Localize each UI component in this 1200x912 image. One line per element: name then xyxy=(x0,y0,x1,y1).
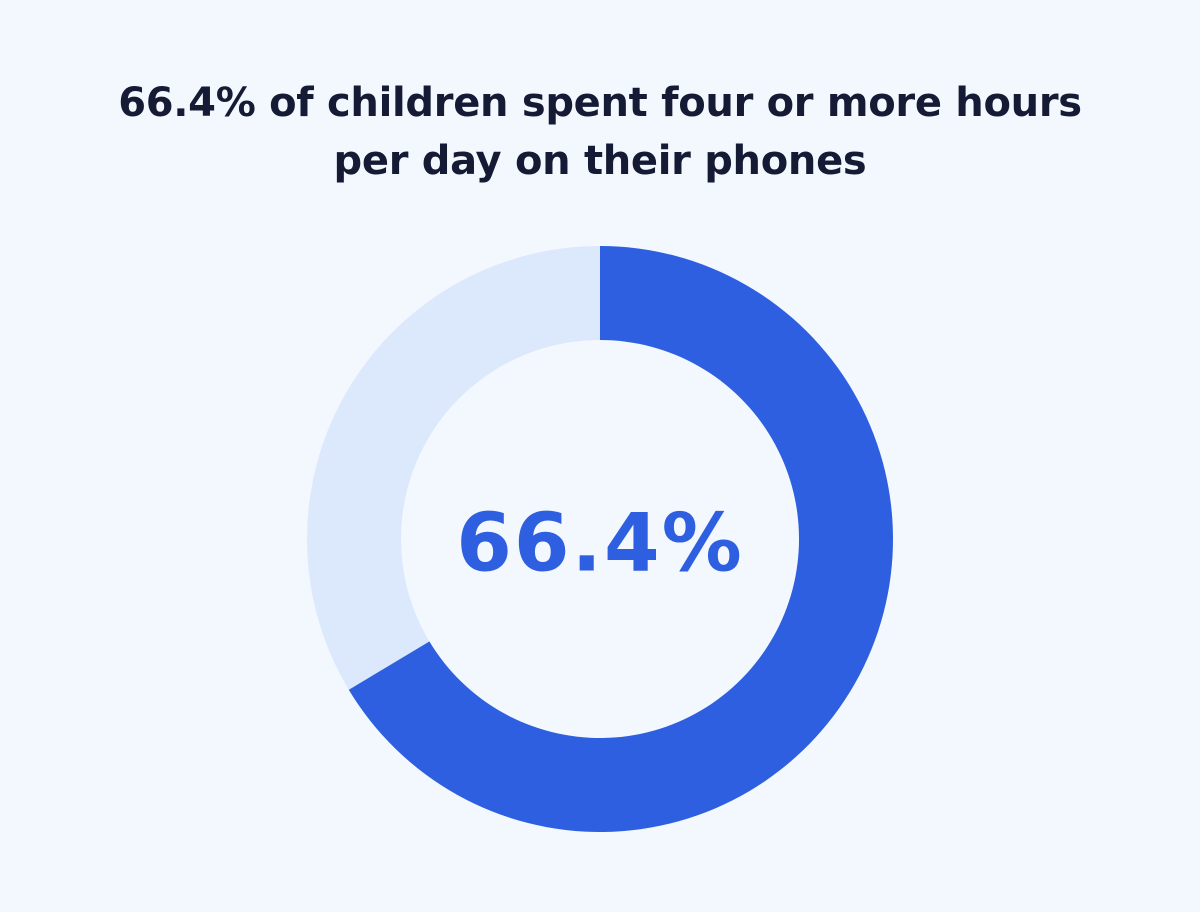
chart-title: 66.4% of children spent four or more hou… xyxy=(0,74,1200,190)
donut-slices xyxy=(307,246,893,832)
donut-slice-2 xyxy=(307,246,600,690)
center-value-label: 66.4% xyxy=(456,497,744,590)
chart-title-line-2: per day on their phones xyxy=(333,138,867,184)
chart-title-line-1: 66.4% of children spent four or more hou… xyxy=(118,80,1082,126)
donut-slice-1 xyxy=(348,246,893,832)
